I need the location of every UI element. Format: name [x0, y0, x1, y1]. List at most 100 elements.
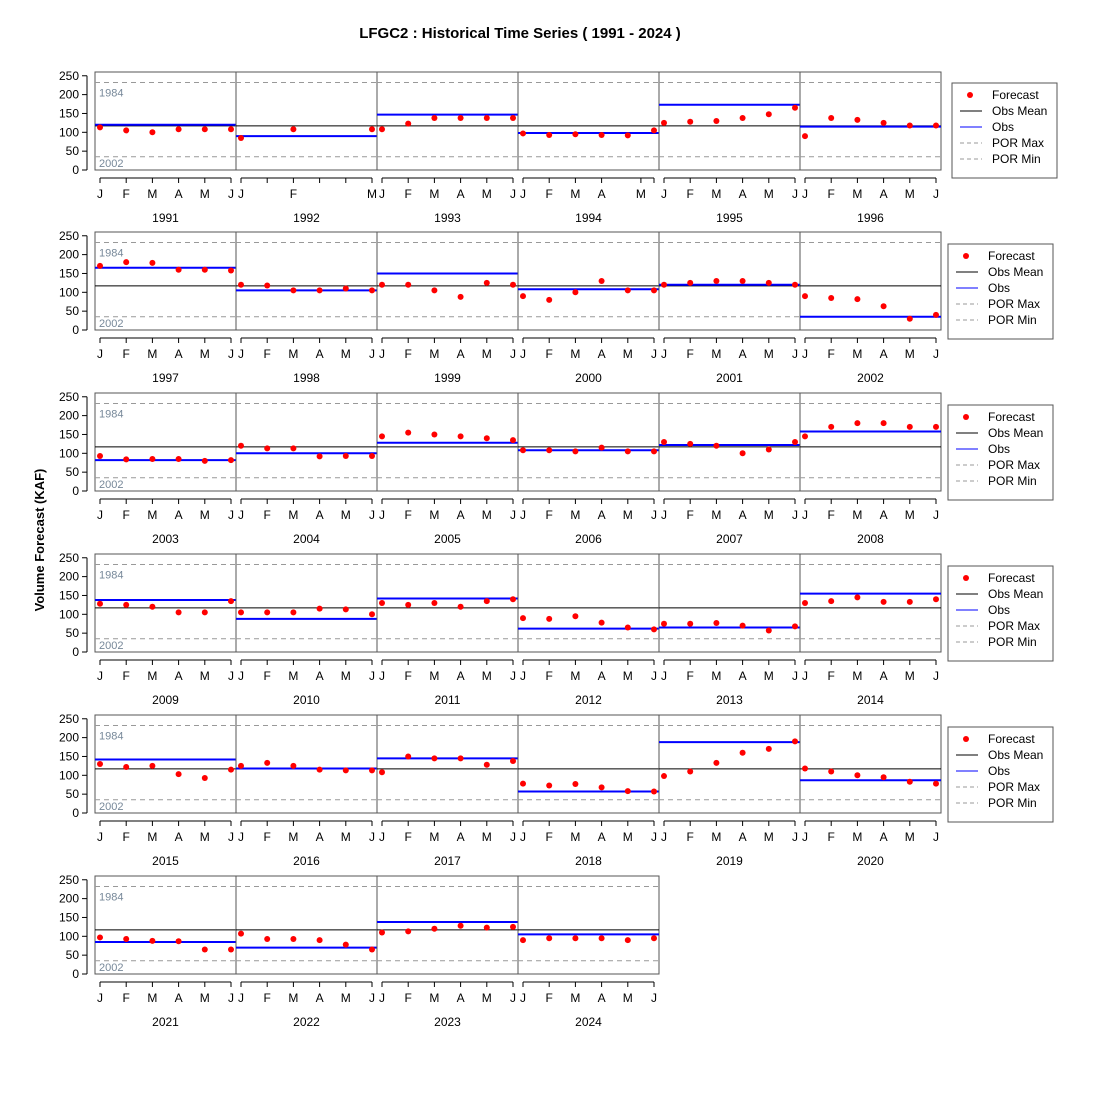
y-tick-label: 250 — [59, 712, 79, 726]
forecast-point — [201, 457, 208, 464]
forecast-point — [342, 285, 349, 292]
forecast-point — [510, 281, 516, 288]
forecast-point — [651, 287, 657, 294]
panel-2006: J F M A M J 2006 — [517, 392, 660, 546]
forecast-point — [238, 609, 244, 616]
x-tick-label: M — [482, 991, 492, 1005]
por-max-label: 1984 — [99, 570, 123, 582]
forecast-point — [880, 598, 887, 605]
year-label: 1999 — [434, 371, 461, 385]
x-tick-label: M — [482, 830, 492, 844]
x-tick-label: M — [623, 991, 633, 1005]
x-tick-label: F — [828, 830, 835, 844]
forecast-point — [624, 448, 631, 455]
x-tick-label: F — [546, 508, 553, 522]
panel-1992: J F M 1992 — [235, 71, 378, 225]
y-axis: 0 50 100 150 200 250 — [59, 69, 88, 177]
panel-1997: 1984 2002 J F M A M J 1997 — [94, 231, 237, 385]
por-min-label: 2002 — [99, 479, 123, 491]
por-max-label: 1984 — [99, 731, 123, 743]
forecast-point — [933, 596, 939, 603]
forecast-point — [369, 767, 375, 774]
x-tick-label: J — [661, 669, 667, 683]
x-tick-label: M — [570, 669, 580, 683]
panel-2010: J F M A M J 2010 — [235, 553, 378, 707]
y-tick-label: 150 — [59, 588, 79, 602]
forecast-point — [546, 296, 553, 303]
x-tick-label: J — [97, 508, 103, 522]
panel-1994: J F M A M 1994 — [517, 71, 660, 225]
forecast-point — [624, 287, 631, 294]
x-tick-label: A — [598, 508, 606, 522]
panel-frame — [517, 553, 660, 653]
forecast-point — [175, 771, 182, 778]
panel-frame — [235, 231, 378, 331]
forecast-point — [457, 755, 464, 762]
x-tick-label: F — [687, 669, 694, 683]
panel-frame — [799, 71, 942, 171]
forecast-point — [572, 780, 579, 787]
forecast-point — [713, 759, 720, 766]
x-tick-label: M — [764, 508, 774, 522]
forecast-point — [379, 126, 385, 133]
forecast-point — [598, 444, 605, 451]
x-tick-label: J — [520, 991, 526, 1005]
forecast-point — [624, 624, 631, 631]
legend-label: Forecast — [988, 410, 1035, 424]
forecast-point — [880, 774, 887, 781]
x-tick-label: J — [802, 830, 808, 844]
chart-title: LFGC2 : Historical Time Series ( 1991 - … — [359, 25, 681, 42]
legend-symbol-forecast — [963, 253, 969, 259]
x-tick-label: F — [123, 669, 130, 683]
forecast-point — [123, 456, 130, 463]
forecast-point — [379, 769, 385, 776]
y-tick-label: 100 — [59, 929, 79, 943]
forecast-point — [792, 623, 798, 630]
panel-2019: J F M A M J 2019 — [658, 714, 801, 868]
x-tick-label: F — [687, 187, 694, 201]
x-tick-label: F — [123, 508, 130, 522]
legend-frame — [947, 565, 1054, 662]
x-tick-label: M — [623, 830, 633, 844]
forecast-point — [906, 122, 913, 129]
x-tick-label: F — [123, 347, 130, 361]
forecast-point — [510, 114, 516, 121]
y-tick-label: 50 — [66, 948, 80, 962]
x-tick-label: M — [147, 347, 157, 361]
forecast-point — [431, 925, 438, 932]
forecast-point — [228, 267, 234, 274]
x-tick-label: J — [228, 347, 234, 361]
forecast-point — [201, 609, 208, 616]
x-tick-label: J — [792, 347, 798, 361]
x-tick-label: A — [175, 830, 183, 844]
por-min-label: 2002 — [99, 158, 123, 170]
panel-2021: 1984 2002 J F M A M J 2021 — [94, 875, 237, 1029]
por-min-label: 2002 — [99, 962, 123, 974]
forecast-point — [238, 762, 244, 769]
year-label: 1996 — [857, 211, 884, 225]
forecast-point — [687, 440, 694, 447]
x-tick-label: M — [200, 187, 210, 201]
panel-2009: 1984 2002 J F M A M J 2009 — [94, 553, 237, 707]
forecast-point — [405, 120, 412, 127]
x-tick-label: M — [288, 508, 298, 522]
y-tick-label: 150 — [59, 106, 79, 120]
forecast-point — [201, 946, 208, 953]
forecast-point — [510, 437, 516, 444]
panel-frame — [799, 714, 942, 814]
x-tick-label: A — [880, 187, 888, 201]
panel-frame — [376, 231, 519, 331]
forecast-point — [457, 433, 464, 440]
forecast-point — [854, 296, 861, 303]
legend-label: Obs Mean — [988, 265, 1043, 279]
x-tick-label: J — [933, 508, 939, 522]
year-label: 2024 — [575, 1015, 602, 1029]
forecast-point — [510, 757, 516, 764]
panel-frame — [376, 71, 519, 171]
forecast-point — [546, 782, 553, 789]
x-tick-label: M — [570, 187, 580, 201]
forecast-point — [238, 134, 244, 141]
forecast-point — [97, 761, 103, 767]
x-tick-label: J — [238, 669, 244, 683]
forecast-point — [739, 622, 746, 629]
